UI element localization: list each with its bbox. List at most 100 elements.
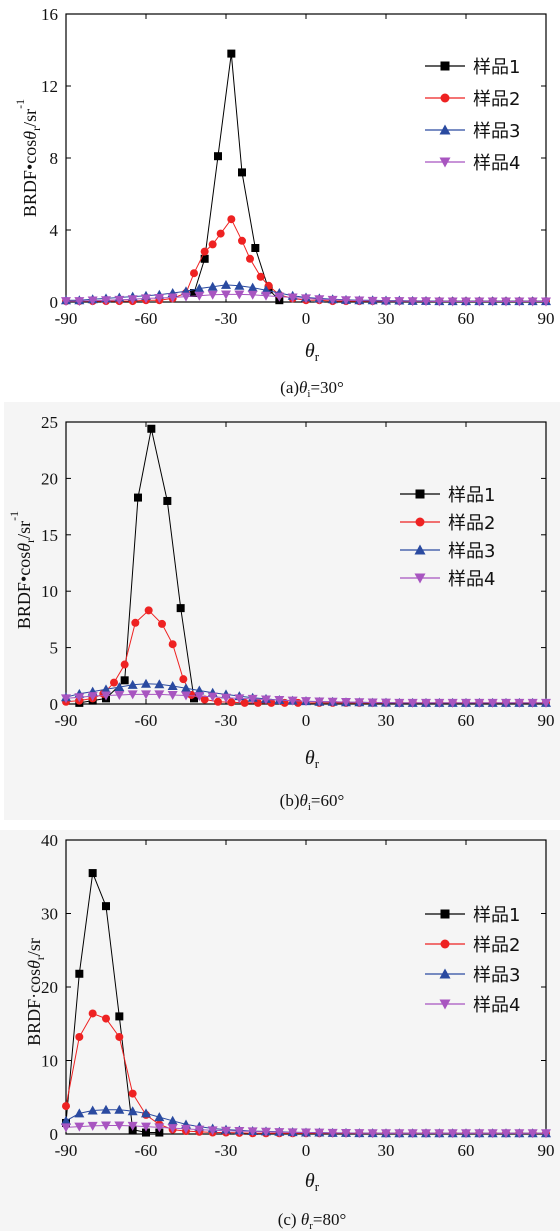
series-1-point xyxy=(115,1012,124,1021)
series-4-point xyxy=(327,697,338,707)
series-4-point xyxy=(207,1126,218,1136)
y-tick-label: 5 xyxy=(50,639,59,658)
series-4-point xyxy=(541,1129,551,1139)
series-4-point xyxy=(381,698,391,708)
series-3-point xyxy=(207,281,218,291)
series-4-point xyxy=(234,290,245,300)
y-tick-label: 10 xyxy=(41,1052,58,1071)
series-1-point xyxy=(102,902,110,911)
series-4-point xyxy=(381,297,391,307)
series-4-point xyxy=(194,1125,205,1135)
series-4-point xyxy=(221,290,231,300)
series-4-point xyxy=(487,1129,498,1139)
y-tick-label: 16 xyxy=(41,5,58,24)
legend-marker xyxy=(439,999,451,1010)
series-4-point xyxy=(181,292,191,302)
series-3-point xyxy=(247,282,258,292)
series-4-point xyxy=(434,297,445,307)
series-4-point xyxy=(181,691,191,701)
series-3-point xyxy=(101,1104,111,1114)
series-1-point xyxy=(227,49,236,58)
series-2-point xyxy=(208,240,217,249)
series-4-point xyxy=(354,698,365,708)
x-tick-label: 60 xyxy=(458,309,475,328)
legend-label: 样品2 xyxy=(473,89,520,110)
series-2-point xyxy=(131,618,140,627)
series-4-point xyxy=(314,697,325,707)
series-2-point xyxy=(200,695,209,704)
figure-caption: (b)θi=60° xyxy=(280,791,345,813)
legend-marker xyxy=(415,517,425,527)
x-tick-label: 60 xyxy=(458,1141,475,1160)
series-4-point xyxy=(194,692,205,702)
x-tick-label: -30 xyxy=(215,309,238,328)
series-4-point xyxy=(487,297,498,307)
series-4-point xyxy=(341,1129,351,1139)
series-4-point xyxy=(301,1128,311,1138)
legend-marker xyxy=(439,157,451,168)
series-4-point xyxy=(247,694,258,704)
series-4-point xyxy=(501,1129,511,1139)
legend-marker xyxy=(440,909,450,919)
series-2-point xyxy=(190,269,198,278)
series-4-point xyxy=(487,698,498,708)
legend-marker xyxy=(440,939,450,949)
legend-marker xyxy=(440,61,450,71)
series-3-point xyxy=(141,1108,151,1118)
y-tick-label: 0 xyxy=(50,293,59,312)
series-4-point xyxy=(501,698,511,708)
series-1-line xyxy=(79,428,195,704)
plot-frame xyxy=(65,421,547,705)
series-3-point xyxy=(101,684,111,694)
legend-label: 样品4 xyxy=(448,569,495,590)
series-4-point xyxy=(381,1129,391,1139)
series-4-point xyxy=(407,1129,418,1139)
y-tick-label: 20 xyxy=(41,978,58,997)
series-4-point xyxy=(247,1127,258,1137)
series-1-point xyxy=(190,694,198,703)
series-2-line xyxy=(65,1012,546,1134)
series-3-point xyxy=(87,1105,98,1115)
chart-panel-a: -90 -60 -30 0 30 60 90 0 4 8 12 16 样品1 样品2 样品3 样品4 θr BRD… xyxy=(0,0,560,410)
x-tick-label: 30 xyxy=(378,309,395,328)
series-1-line xyxy=(65,871,160,1133)
series-4-point xyxy=(74,297,85,307)
legend-marker xyxy=(439,968,451,979)
series-1-point xyxy=(163,496,172,505)
series-4-point xyxy=(327,295,338,305)
series-3-point xyxy=(221,279,231,289)
series-2-point xyxy=(238,236,246,245)
series-4-point xyxy=(447,297,458,307)
series-1-point xyxy=(155,1128,164,1137)
series-2-point xyxy=(227,215,236,224)
series-4-point xyxy=(127,690,138,700)
series-4-point xyxy=(61,1123,71,1133)
series-4-point xyxy=(127,295,138,305)
series-1-point xyxy=(134,493,142,502)
series-4-point xyxy=(221,1126,231,1136)
series-4-point xyxy=(261,1127,271,1137)
series-4-point xyxy=(141,1122,151,1132)
series-3-point xyxy=(154,1112,165,1122)
series-2-point xyxy=(216,229,225,238)
series-4-point xyxy=(367,698,378,708)
series-3-point xyxy=(127,1106,138,1116)
series-4-point xyxy=(207,692,218,702)
series-1 xyxy=(190,49,284,305)
series-1-point xyxy=(88,869,97,878)
series-4-point xyxy=(74,1122,85,1132)
series-4-point xyxy=(447,698,458,708)
series-4-point xyxy=(274,696,285,706)
series-2-point xyxy=(102,1014,110,1023)
chart-panel-b: -90 -60 -30 0 30 60 90 0 5 10 15 20 25 样品1 样品2 样品3 样品4 θr… xyxy=(0,402,560,820)
series-4-point xyxy=(447,1129,458,1139)
x-tick-label: -60 xyxy=(135,1141,158,1160)
series-4-point xyxy=(421,1129,431,1139)
series-4-point xyxy=(154,690,165,700)
series-4 xyxy=(61,690,551,708)
x-tick-label: 90 xyxy=(538,711,555,730)
x-tick-label: 60 xyxy=(458,711,475,730)
series-2-point xyxy=(158,619,166,628)
x-tick-label: -30 xyxy=(215,1141,238,1160)
y-tick-label: 12 xyxy=(41,77,58,96)
